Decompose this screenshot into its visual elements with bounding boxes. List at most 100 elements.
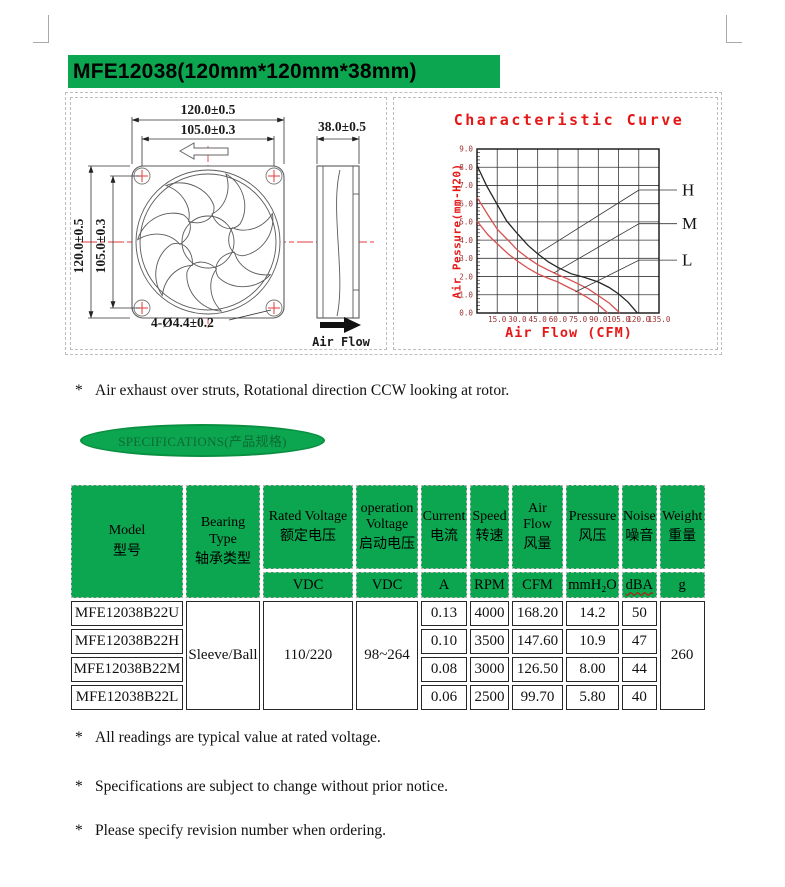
cell-model: MFE12038B22L	[71, 685, 183, 710]
svg-text:1.0: 1.0	[459, 290, 473, 299]
fan-front-view	[131, 142, 285, 319]
svg-text:2.0: 2.0	[459, 272, 473, 281]
cell-current: 0.10	[421, 629, 467, 654]
unit-current: A	[421, 572, 467, 598]
svg-text:90.0: 90.0	[589, 315, 608, 324]
col-header-rated-voltage: Rated Voltage 额定电压	[263, 485, 353, 569]
svg-text:30.0: 30.0	[508, 315, 527, 324]
cell-noise: 50	[622, 601, 657, 626]
table-row: MFE12038B22H 0.10 3500 147.60 10.9 47	[71, 629, 705, 654]
cell-pressure: 14.2	[566, 601, 619, 626]
dimension-drawing-panel: 120.0±0.5 105.0±0.3 120.0±0.5 105.0±0.3 …	[70, 97, 387, 350]
unit-rated-voltage: VDC	[263, 572, 353, 598]
cell-speed: 4000	[470, 601, 509, 626]
svg-text:5.0: 5.0	[459, 218, 473, 227]
col-header-speed: Speed 转速	[470, 485, 509, 569]
col-header-model: Model 型号	[71, 485, 183, 598]
svg-text:9.0: 9.0	[459, 145, 473, 154]
air-flow-label: Air Flow	[312, 335, 371, 349]
dim-depth-label: 38.0±0.5	[318, 119, 366, 134]
cell-pressure: 5.80	[566, 685, 619, 710]
page-title-bar: MFE12038(120mm*120mm*38mm)	[68, 55, 500, 88]
table-units-row: VDC VDC A RPM CFM mmH₂O dBA g	[71, 572, 705, 598]
svg-text:75.0: 75.0	[569, 315, 588, 324]
cell-noise: 40	[622, 685, 657, 710]
svg-text:M: M	[682, 214, 697, 233]
dim-hole-pitch-h-label: 105.0±0.3	[181, 122, 236, 137]
unit-air-flow: CFM	[512, 572, 563, 598]
unit-noise: dBA	[622, 572, 657, 598]
table-header-row: Model 型号 Bearing Type 轴承类型 Rated Voltage 额定…	[71, 485, 705, 598]
cell-weight: 260	[659, 601, 705, 710]
specifications-table: Model 型号 Bearing Type 轴承类型 Rated Voltage 额定…	[68, 482, 708, 713]
note-air-exhaust: * Air exhaust over struts, Rotational dir…	[75, 382, 510, 399]
table-row: MFE12038B22L 0.06 2500 99.70 5.80 40	[71, 685, 705, 710]
chart-title: Characteristic Curve	[453, 111, 685, 129]
cell-current: 0.13	[421, 601, 467, 626]
svg-text:4.0: 4.0	[459, 236, 473, 245]
unit-pressure: mmH₂O	[566, 572, 619, 598]
specifications-label: SPECIFICATIONS(产品规格)	[118, 434, 287, 449]
unit-operation-voltage: VDC	[356, 572, 418, 598]
svg-text:8.0: 8.0	[459, 163, 473, 172]
cell-pressure: 10.9	[566, 629, 619, 654]
svg-text:0.0: 0.0	[459, 309, 473, 318]
rotation-direction-arrow	[178, 142, 229, 160]
svg-text:6.0: 6.0	[459, 199, 473, 208]
cell-operation-voltage: 98~264	[356, 601, 418, 710]
cell-airflow: 168.20	[512, 601, 563, 626]
cell-speed: 3000	[470, 657, 509, 682]
cell-airflow: 147.60	[512, 629, 563, 654]
cell-current: 0.06	[421, 685, 467, 710]
specifications-badge: SPECIFICATIONS(产品规格)	[80, 424, 325, 457]
svg-text:105.0: 105.0	[607, 315, 630, 324]
crop-mark-top-right	[726, 15, 742, 43]
col-header-air-flow: Air Flow 风量	[512, 485, 563, 569]
svg-text:60.0: 60.0	[549, 315, 568, 324]
fan-side-view	[316, 165, 360, 319]
fan-blades	[136, 173, 274, 312]
col-header-noise: Noise 噪音	[622, 485, 657, 569]
cell-model: MFE12038B22H	[71, 629, 183, 654]
svg-text:135.0: 135.0	[648, 315, 671, 324]
cell-model: MFE12038B22U	[71, 601, 183, 626]
svg-text:15.0: 15.0	[488, 315, 507, 324]
col-header-operation-voltage: operation Voltage 启动电压	[356, 485, 418, 569]
col-header-weight: Weight 重量	[659, 485, 705, 569]
table-row: MFE12038B22M 0.08 3000 126.50 8.00 44	[71, 657, 705, 682]
crop-mark-top-left	[33, 15, 49, 43]
cell-current: 0.08	[421, 657, 467, 682]
table-row: MFE12038B22U Sleeve/Ball 110/220 98~264 …	[71, 601, 705, 710]
note-revision-number: * Please specify revision number when ord…	[75, 822, 386, 839]
dim-width-label: 120.0±0.5	[181, 102, 236, 117]
dim-mounting-holes-label: 4-Ø4.4±0.2	[151, 315, 214, 330]
cell-rated-voltage: 110/220	[263, 601, 353, 710]
chart-x-axis-label: Air Flow (CFM)	[505, 325, 633, 341]
dim-hole-pitch-v-label: 105.0±0.3	[93, 218, 108, 273]
cell-speed: 3500	[470, 629, 509, 654]
cell-bearing-type: Sleeve/Ball	[186, 601, 260, 710]
cell-noise: 44	[622, 657, 657, 682]
cell-model: MFE12038B22M	[71, 657, 183, 682]
col-header-pressure: Pressure 风压	[566, 485, 619, 569]
cell-speed: 2500	[470, 685, 509, 710]
dimension-annotations	[88, 117, 360, 321]
air-flow-arrow	[320, 317, 361, 333]
cell-pressure: 8.00	[566, 657, 619, 682]
unit-speed: RPM	[470, 572, 509, 598]
svg-text:45.0: 45.0	[529, 315, 548, 324]
col-header-bearing-type: Bearing Type 轴承类型	[186, 485, 260, 598]
note-subject-to-change: * Specifications are subject to change wi…	[75, 778, 448, 795]
cell-airflow: 99.70	[512, 685, 563, 710]
svg-text:L: L	[682, 251, 692, 270]
cell-airflow: 126.50	[512, 657, 563, 682]
dim-height-label: 120.0±0.5	[71, 218, 86, 273]
page-title: MFE12038(120mm*120mm*38mm)	[73, 60, 417, 83]
svg-text:120.0: 120.0	[627, 315, 650, 324]
svg-text:7.0: 7.0	[459, 181, 473, 190]
svg-text:3.0: 3.0	[459, 254, 473, 263]
figure-panels: 120.0±0.5 105.0±0.3 120.0±0.5 105.0±0.3 …	[65, 92, 722, 355]
fan-dimension-drawing: 120.0±0.5 105.0±0.3 120.0±0.5 105.0±0.3 …	[71, 102, 374, 349]
